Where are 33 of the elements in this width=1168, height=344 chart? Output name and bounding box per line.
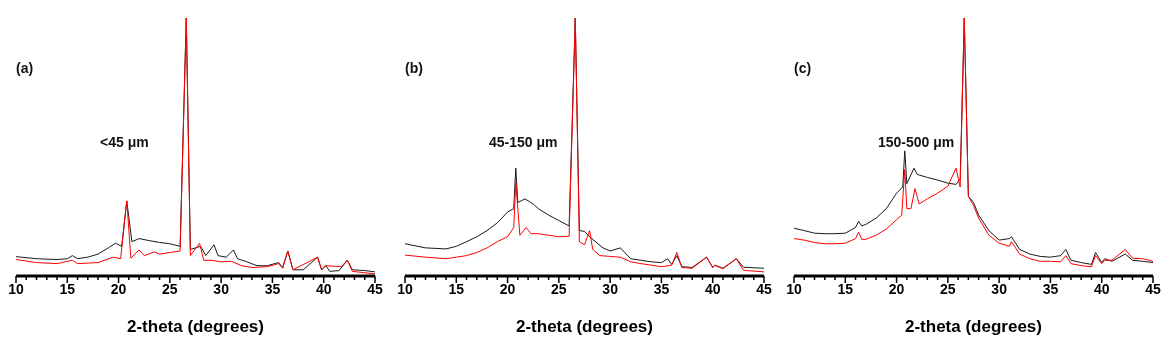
x-tick-label: 20: [110, 281, 127, 297]
x-axis-title: 2-theta (degrees): [127, 317, 264, 336]
x-axis-title: 2-theta (degrees): [516, 317, 653, 336]
text: (c): [794, 60, 812, 76]
x-tick-label: 10: [8, 281, 24, 297]
x-tick-label: 40: [704, 281, 721, 297]
x-tick-label: 30: [602, 281, 619, 297]
x-tick-label: 25: [162, 281, 178, 297]
x-tick-label: 35: [653, 281, 670, 297]
text: (b): [405, 60, 423, 76]
x-axis-title: 2-theta (degrees): [905, 317, 1042, 336]
annotation: <45 μm: [100, 134, 149, 150]
x-tick-label: 20: [499, 281, 516, 297]
x-tick-label: 30: [213, 281, 230, 297]
x-tick-label: 45: [756, 281, 772, 297]
x-tick-label: 40: [1093, 281, 1110, 297]
x-tick-label: 15: [837, 281, 854, 297]
x-tick-label: 10: [786, 281, 802, 297]
x-tick-label: 35: [1042, 281, 1059, 297]
text: (a): [16, 60, 34, 76]
x-tick-label: 15: [59, 281, 76, 297]
annotation: 150-500 μm: [878, 134, 955, 150]
x-tick-label: 20: [888, 281, 905, 297]
x-tick-label: 25: [940, 281, 956, 297]
x-tick-label: 30: [991, 281, 1008, 297]
x-tick-label: 45: [367, 281, 383, 297]
x-tick-label: 45: [1145, 281, 1161, 297]
annotation: 45-150 μm: [489, 134, 558, 150]
x-tick-label: 40: [315, 281, 332, 297]
x-tick-label: 10: [397, 281, 413, 297]
x-tick-label: 35: [264, 281, 281, 297]
x-tick-label: 15: [448, 281, 465, 297]
x-tick-label: 25: [551, 281, 567, 297]
